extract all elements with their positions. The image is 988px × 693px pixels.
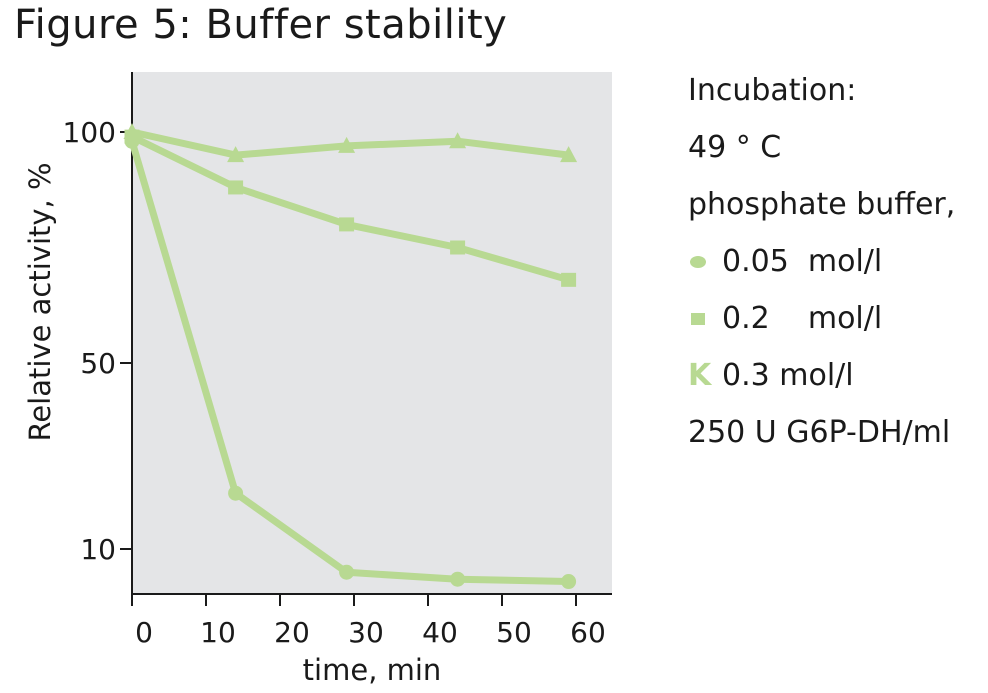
legend-entry-circle: 0.05 mol/l [688, 233, 955, 290]
legend-entry-square: 0.2 mol/l [688, 290, 955, 347]
x-tick-label: 20 [274, 616, 310, 649]
data-point-square [339, 217, 355, 232]
legend-temperature: 49 ° C [688, 130, 782, 165]
legend-heading: Incubation: [688, 73, 857, 108]
x-tick-label: 30 [348, 616, 384, 649]
data-point-triangle [449, 132, 467, 149]
y-axis-label: Relative activity, % [23, 162, 57, 441]
circle-marker-icon [688, 250, 722, 274]
square-marker-icon [688, 307, 722, 331]
data-point-circle [450, 571, 466, 587]
data-point-square [228, 180, 244, 195]
legend: Incubation: 49 ° C phosphate buffer, 0.0… [688, 62, 955, 461]
legend-entry-triangle: K 0.3 mol/l [688, 347, 955, 404]
x-axis-label: time, min [303, 653, 442, 687]
data-point-circle [228, 485, 244, 501]
data-point-triangle [338, 136, 356, 153]
x-tick-label: 50 [496, 616, 532, 649]
x-tick-label: 10 [200, 616, 236, 649]
data-point-circle [339, 564, 355, 580]
data-point-square [450, 240, 466, 255]
chart-title: Figure 5: Buffer stability [14, 2, 508, 48]
triangle-marker-icon: K [688, 358, 712, 393]
y-tick-label: 10 [80, 533, 116, 566]
y-tick-label: 100 [63, 116, 116, 149]
plot-area [132, 72, 612, 594]
y-tick-label: 50 [80, 347, 116, 380]
legend-entry-label: 0.3 mol/l [722, 358, 854, 393]
legend-enzyme: 250 U G6P-DH/ml [688, 415, 951, 450]
legend-entry-label: 0.2 mol/l [722, 301, 883, 336]
legend-entry-label: 0.05 mol/l [722, 244, 883, 279]
data-point-triangle [123, 123, 141, 139]
x-tick-label: 60 [570, 616, 606, 649]
data-point-circle [561, 574, 577, 590]
x-tick-label: 40 [422, 616, 458, 649]
x-tick-label: 0 [135, 616, 153, 649]
data-point-triangle [560, 146, 578, 163]
legend-buffer: phosphate buffer, [688, 187, 956, 222]
data-point-square [561, 272, 577, 287]
data-point-triangle [227, 146, 245, 163]
